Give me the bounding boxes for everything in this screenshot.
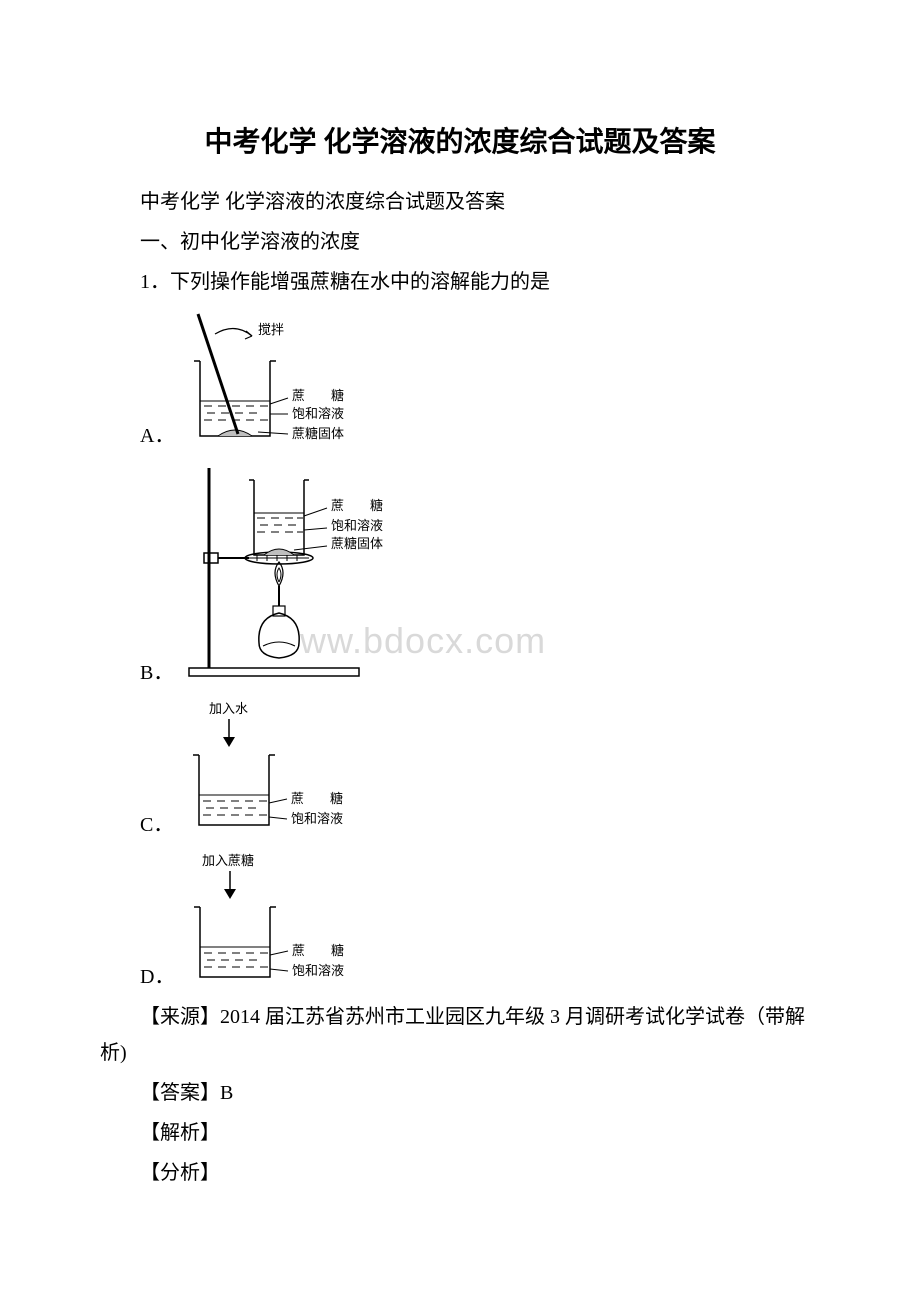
label-d-add: 加入蔗糖 [202, 853, 254, 868]
label-c1: 蔗 糖 [291, 791, 343, 806]
option-a-diagram: 搅拌 蔗 糖 饱和溶液 蔗糖固体 [180, 306, 410, 452]
label-a3: 蔗糖固体 [292, 426, 344, 441]
option-d: D． 加入蔗糖 蔗 糖 饱和溶液 [140, 847, 820, 993]
page-title: 中考化学 化学溶液的浓度综合试题及答案 [100, 120, 820, 160]
answer-text: 【答案】B [100, 1075, 820, 1111]
source-text: 【来源】2014 届江苏省苏州市工业园区九年级 3 月调研考试化学试卷（带解析) [100, 999, 820, 1071]
subtitle: 中考化学 化学溶液的浓度综合试题及答案 [100, 184, 820, 220]
label-c-add: 加入水 [209, 701, 248, 716]
question-text: 1．下列操作能增强蔗糖在水中的溶解能力的是 [100, 264, 820, 300]
label-c2: 饱和溶液 [291, 811, 343, 826]
option-a: A． 搅拌 蔗 糖 [140, 306, 820, 452]
label-stir: 搅拌 [258, 322, 284, 337]
option-d-diagram: 加入蔗糖 蔗 糖 饱和溶液 [180, 847, 410, 993]
analysis-text: 【分析】 [100, 1155, 820, 1191]
question-number: 1． [140, 271, 170, 293]
label-d1: 蔗 糖 [292, 943, 344, 958]
explain-text: 【解析】 [100, 1115, 820, 1151]
label-b1: 蔗 糖 [331, 498, 383, 513]
option-b-diagram: 蔗 糖 饱和溶液 蔗糖固体 [179, 458, 459, 689]
option-c-diagram: 加入水 蔗 糖 饱和溶液 [179, 695, 409, 841]
label-b2: 饱和溶液 [331, 518, 383, 533]
label-a1: 蔗 糖 [292, 388, 344, 403]
label-b3: 蔗糖固体 [331, 536, 383, 551]
option-d-letter: D． [140, 960, 174, 993]
option-b: B． 蔗 [140, 458, 820, 689]
section-heading: 一、初中化学溶液的浓度 [100, 224, 820, 260]
option-b-letter: B． [140, 656, 173, 689]
option-c-letter: C． [140, 808, 173, 841]
label-d2: 饱和溶液 [292, 963, 344, 978]
label-a2: 饱和溶液 [292, 406, 344, 421]
option-c: C． 加入水 蔗 糖 饱和溶液 [140, 695, 820, 841]
option-a-letter: A． [140, 419, 174, 452]
question-stem: 下列操作能增强蔗糖在水中的溶解能力的是 [170, 271, 550, 293]
